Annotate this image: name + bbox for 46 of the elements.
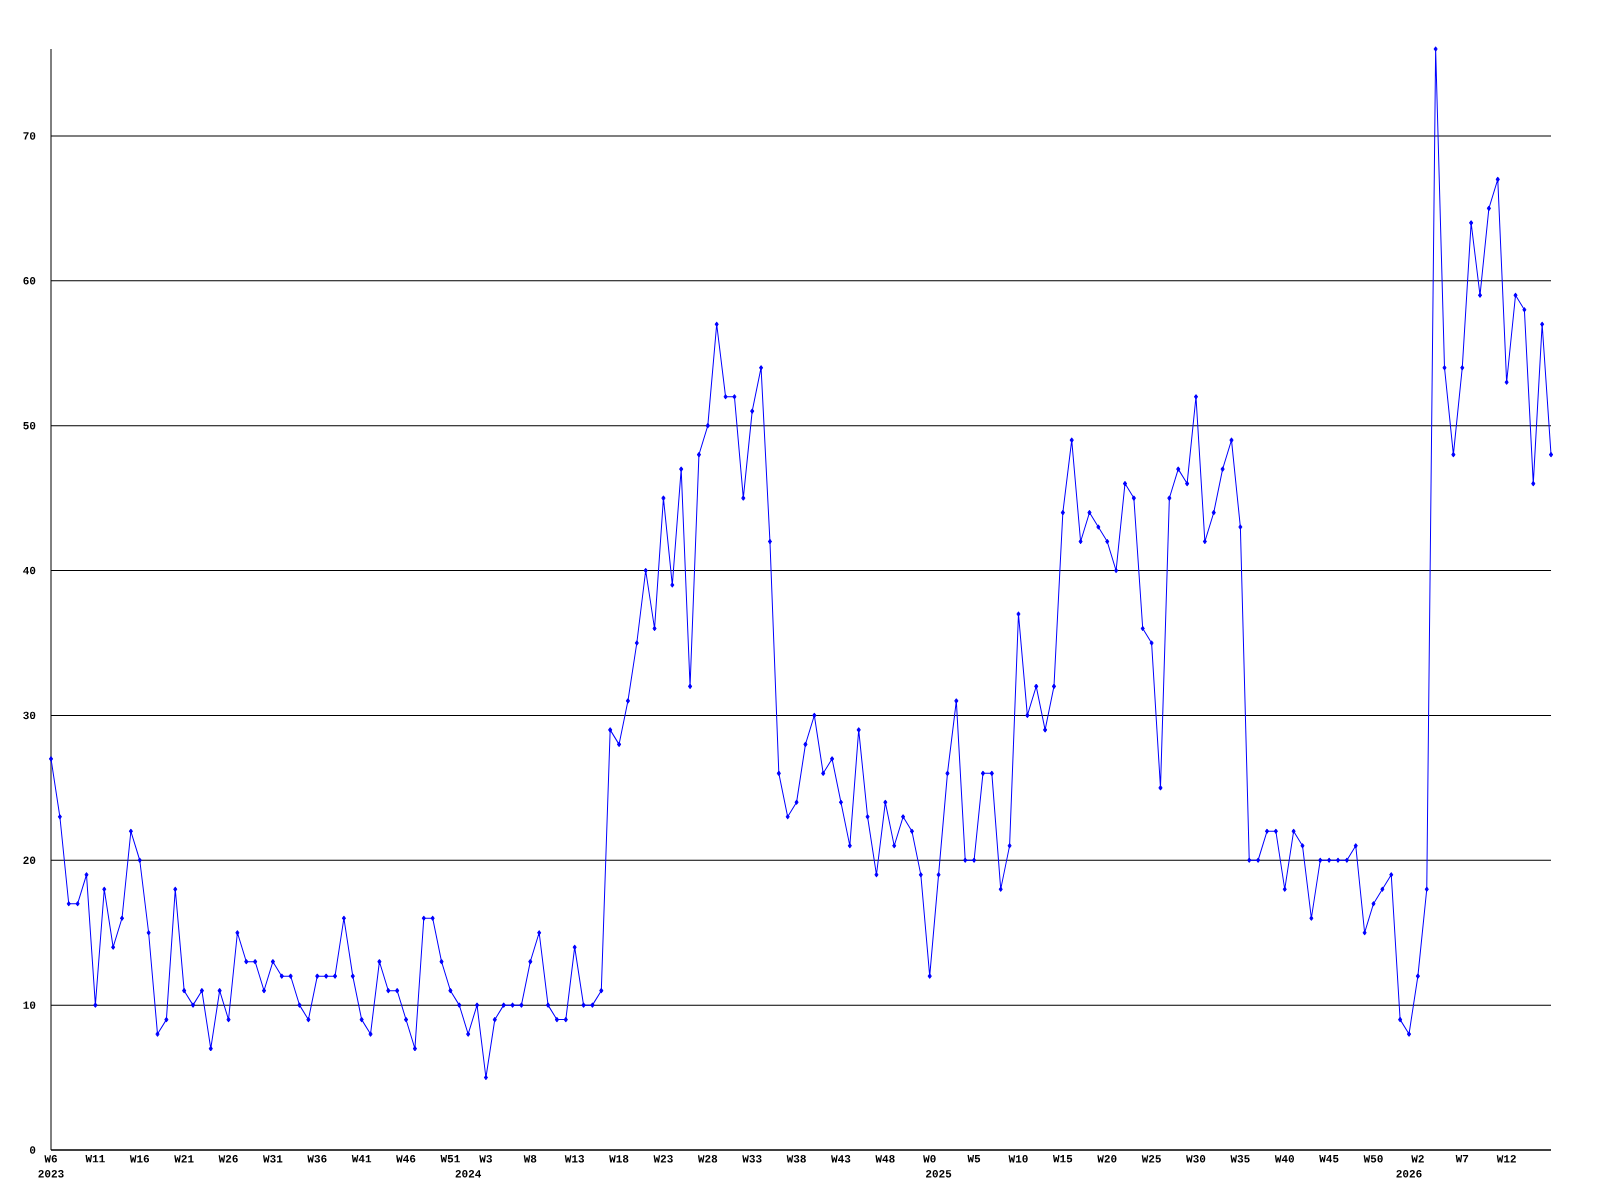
x-tick-label: W11 <box>85 1155 105 1163</box>
x-tick-label: W18 <box>609 1155 629 1163</box>
x-tick-label: W35 <box>1230 1155 1250 1163</box>
x-tick-label: W0 <box>923 1155 936 1163</box>
x-tick-label: W2 <box>1411 1155 1424 1163</box>
x-tick-label: W15 <box>1052 1155 1073 1163</box>
y-tick-label: 30 <box>23 711 36 720</box>
x-tick-label: W26 <box>218 1155 238 1163</box>
x-tick-label: W23 <box>653 1155 673 1163</box>
x-tick-label: W13 <box>564 1155 585 1163</box>
x2-tick-label: 2025 <box>926 1170 952 1178</box>
x2-tick-label: 2026 <box>1396 1170 1422 1178</box>
x-tick-label: W31 <box>263 1155 283 1163</box>
y-tick-label: 40 <box>23 566 36 575</box>
y-tick-label: 20 <box>23 856 36 864</box>
x2-tick-label: 2023 <box>38 1170 64 1178</box>
y-tick-label: 10 <box>23 1001 36 1009</box>
x-tick-label: W25 <box>1141 1155 1161 1163</box>
x-tick-label: W48 <box>875 1155 895 1163</box>
x-tick-label: W8 <box>523 1155 537 1163</box>
x-tick-label: W41 <box>351 1155 372 1163</box>
y-tick-label: 70 <box>23 132 36 140</box>
x-tick-label: W28 <box>697 1155 718 1163</box>
x-tick-label: W5 <box>967 1155 981 1163</box>
y-tick-label: 0 <box>29 1146 36 1154</box>
x-tick-label: W16 <box>129 1155 150 1163</box>
x-tick-label: W36 <box>307 1155 327 1163</box>
y-tick-label: 60 <box>23 277 36 285</box>
x-tick-label: W12 <box>1496 1155 1516 1163</box>
x-tick-label: W10 <box>1008 1155 1028 1163</box>
x-tick-label: W20 <box>1097 1155 1117 1163</box>
x-tick-label: W43 <box>831 1155 851 1163</box>
x-tick-label: W38 <box>786 1155 806 1163</box>
x-tick-label: W46 <box>396 1155 416 1163</box>
y-tick-label: 50 <box>23 421 36 430</box>
x-tick-label: W30 <box>1186 1155 1206 1163</box>
x-tick-label: W40 <box>1274 1155 1294 1163</box>
x-tick-label: W21 <box>174 1155 194 1163</box>
x2-tick-label: 2024 <box>455 1170 482 1178</box>
x-tick-label: W50 <box>1363 1155 1383 1163</box>
x-tick-label: W7 <box>1455 1155 1469 1163</box>
x-tick-label: W51 <box>440 1155 460 1163</box>
x-tick-label: W45 <box>1319 1155 1339 1163</box>
x-tick-label: W3 <box>479 1155 492 1163</box>
x-tick-label: W33 <box>742 1155 762 1163</box>
x-tick-label: W6 <box>44 1155 57 1163</box>
